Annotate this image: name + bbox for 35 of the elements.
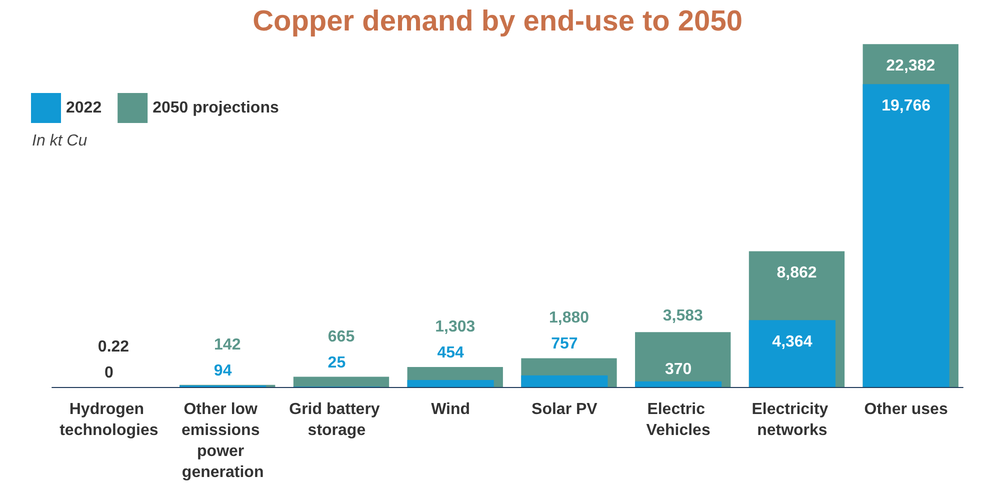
bar — [862, 84, 950, 387]
data-label: 370 — [664, 360, 692, 378]
data-label: 665 — [328, 328, 355, 346]
data-label: 142 — [214, 336, 241, 354]
bar — [748, 320, 836, 387]
data-label: 19,766 — [882, 98, 931, 115]
data-label: 757 — [551, 336, 578, 353]
data-label: 1,880 — [548, 310, 590, 327]
x-tick-label: Electricity networks — [752, 401, 833, 439]
x-tick-label: Electric Vehicles — [646, 401, 710, 439]
data-label: 8,862 — [776, 264, 817, 282]
x-tick-label: Solar PV — [532, 401, 598, 418]
data-label: 25 — [328, 354, 346, 372]
x-tick-label: Wind — [431, 401, 470, 418]
bar — [635, 332, 731, 387]
chart-title: Copper demand by end-use to 2050 — [252, 6, 742, 38]
x-tick-label: Hydrogen technologies — [60, 401, 158, 439]
bar — [521, 375, 608, 387]
annotation: In kt Cu — [32, 132, 88, 150]
data-label: 22,382 — [886, 58, 936, 75]
data-label: 1,303 — [435, 318, 476, 336]
x-tick-label: Other uses — [864, 401, 948, 418]
data-label: 0.22 — [98, 338, 130, 356]
data-label: 0 — [104, 364, 114, 382]
x-tick-label: Grid battery storage — [289, 401, 384, 439]
bar — [293, 376, 390, 387]
legend-label: 2022 — [66, 100, 102, 116]
bar — [635, 381, 722, 387]
data-label: 3,583 — [662, 308, 703, 325]
data-label: 4,364 — [772, 334, 812, 351]
legend-label: 2050 projections — [152, 100, 279, 116]
bar — [407, 380, 494, 387]
x-tick-label: Other low emissions power generation — [181, 401, 264, 481]
data-label: 454 — [437, 344, 464, 362]
data-label: 94 — [214, 362, 232, 380]
